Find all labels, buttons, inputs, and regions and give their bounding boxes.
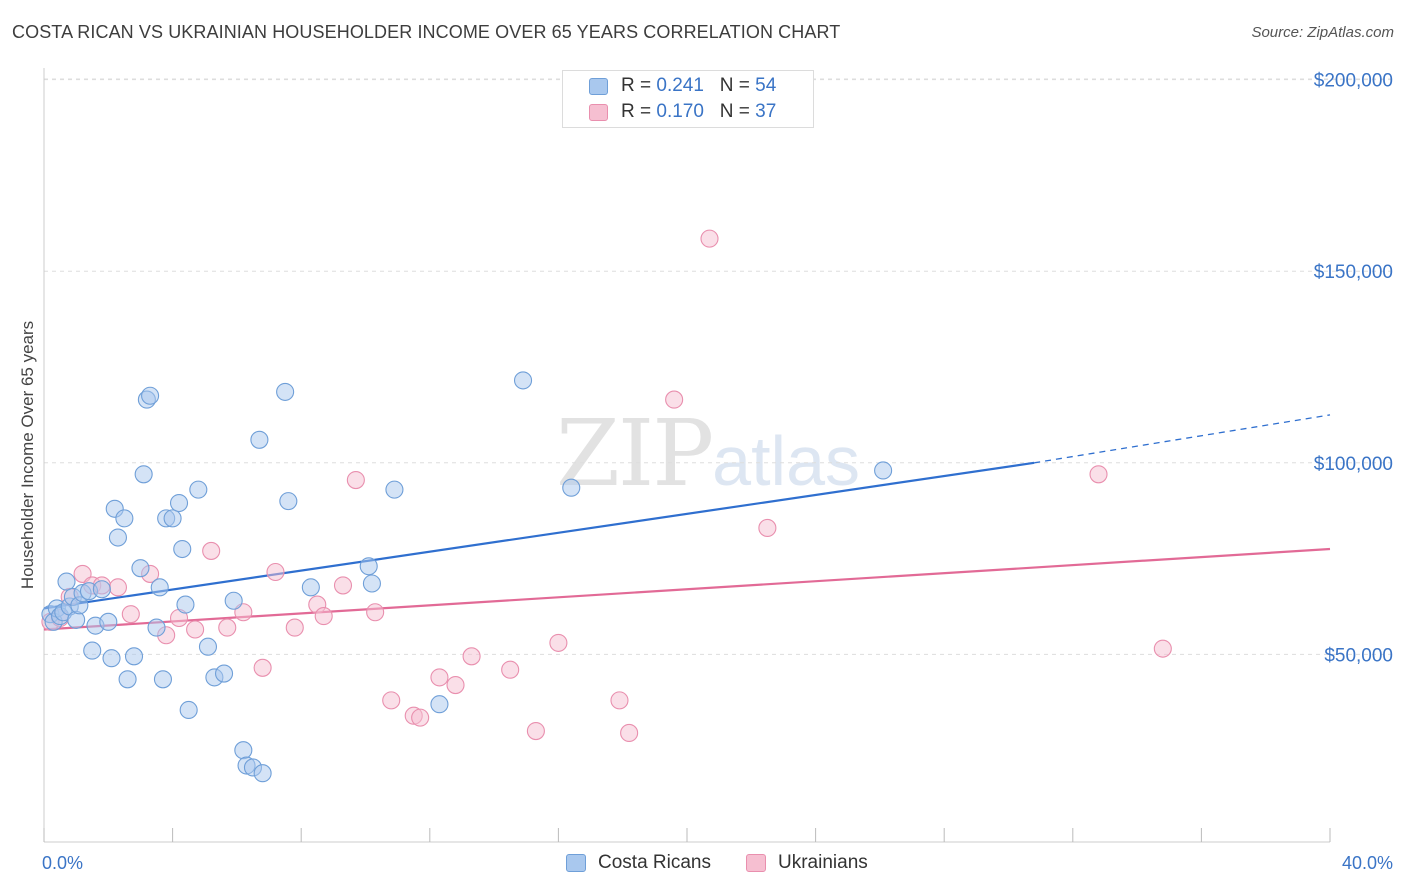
ukrainians-point <box>186 620 205 639</box>
y-tick-label: $100,000 <box>1314 454 1393 475</box>
ukrainians-point <box>411 708 430 727</box>
costa-ricans-point <box>198 637 218 656</box>
costa-ricans-point <box>134 465 153 484</box>
ukrainians-point <box>549 633 568 652</box>
costa-ricans-point <box>124 647 144 666</box>
x-tick-label: 0.0% <box>42 853 83 873</box>
costa-ricans-point <box>102 649 121 668</box>
costa-ricans-point <box>99 612 118 631</box>
axes <box>43 68 1331 843</box>
costa-ricans-point <box>92 580 111 599</box>
y-tick-label: $200,000 <box>1314 71 1393 92</box>
r-value: 0.170 <box>656 101 704 122</box>
ukrainians-point <box>1089 465 1108 484</box>
costa-ricans-point <box>234 741 253 760</box>
costa-ricans-point <box>147 618 166 637</box>
watermark: ZIPatlas <box>556 400 860 507</box>
costa-ricans-point <box>179 700 198 720</box>
legend-swatch-pink <box>746 854 766 872</box>
costa-ricans-trend-line <box>43 461 1035 610</box>
ukrainians-point <box>610 691 629 710</box>
costa-ricans-point <box>385 480 404 499</box>
legend-label: Ukrainians <box>778 852 868 873</box>
costa-ricans-point <box>169 493 189 513</box>
r-label: R = <box>621 75 657 96</box>
ukrainians-point <box>700 229 719 248</box>
costa-ricans-point <box>173 539 192 559</box>
y-tick-label: $50,000 <box>1324 645 1393 666</box>
correlation-legend: R = 0.241 N = 54 R = 0.170 N = 37 <box>562 70 814 128</box>
costa-ricans-point <box>131 559 150 578</box>
ukrainians-point <box>462 647 481 666</box>
costa-ricans-point <box>301 578 320 597</box>
ukrainians-point <box>501 660 520 679</box>
legend-swatch-pink <box>589 104 608 121</box>
costa-ricans-point <box>874 461 893 480</box>
costa-ricans-point <box>359 557 378 576</box>
r-label: R = <box>621 101 657 122</box>
costa-ricans-point <box>279 492 298 511</box>
ukrainians-point <box>333 576 353 595</box>
costa-ricans-point <box>141 386 160 405</box>
ukrainians-point <box>108 578 127 597</box>
chart-title: COSTA RICAN VS UKRAINIAN HOUSEHOLDER INC… <box>12 22 841 42</box>
n-value: 54 <box>755 75 777 96</box>
costa-ricans-point <box>163 509 182 528</box>
ukrainians-point <box>121 605 140 624</box>
ukrainians-point <box>218 618 237 637</box>
legend-swatch-blue <box>589 78 608 95</box>
ukrainians-point <box>314 607 333 626</box>
y-tick-label: $150,000 <box>1314 262 1393 283</box>
watermark-zip: ZIP <box>556 400 714 507</box>
x-tick-label: 40.0% <box>1342 853 1393 873</box>
n-label: N = <box>719 75 756 96</box>
costa-ricans-point <box>189 480 208 499</box>
ukrainians-trend-line <box>43 547 1331 631</box>
costa-ricans-point <box>150 578 169 597</box>
ukrainians-point <box>665 390 684 409</box>
legend-swatch-blue <box>566 854 586 872</box>
trend-lines <box>43 414 1331 631</box>
ukrainians-point <box>1153 639 1172 658</box>
costa-ricans-point <box>83 641 102 660</box>
ukrainians-point <box>758 518 777 537</box>
costa-ricans-point <box>108 528 127 547</box>
costa-ricans-point <box>176 595 195 614</box>
data-points <box>41 229 1172 783</box>
ukrainians-point <box>382 691 401 710</box>
costa-ricans-point <box>276 382 295 401</box>
costa-ricans-point <box>224 591 243 610</box>
ukrainians-point <box>430 668 449 687</box>
ukrainians-point <box>620 723 639 743</box>
costa-ricans-point <box>562 478 581 497</box>
ukrainians-point <box>526 721 545 741</box>
costa-ricans-point <box>513 371 533 390</box>
costa-ricans-point <box>214 664 234 683</box>
costa-ricans-point <box>362 574 381 593</box>
costa-ricans-point <box>253 764 272 783</box>
costa-ricans-point <box>115 509 134 528</box>
ukrainians-point <box>266 562 285 582</box>
ukrainians-point <box>346 470 365 490</box>
watermark-atlas: atlas <box>712 422 861 500</box>
n-label: N = <box>719 101 756 122</box>
legend-label: Costa Ricans <box>598 852 711 873</box>
costa-ricans-trend-extension <box>1034 414 1331 464</box>
costa-ricans-point <box>118 670 137 689</box>
ukrainians-point <box>366 603 385 622</box>
gridlines <box>44 78 1394 655</box>
ukrainians-point <box>253 658 272 677</box>
costa-ricans-point <box>57 572 76 591</box>
costa-ricans-point <box>250 430 269 449</box>
ukrainians-point <box>285 618 304 637</box>
tick-labels: $50,000 $100,000 $150,000 $200,000 0.0% 40.0% <box>42 71 1393 873</box>
costa-ricans-point <box>430 695 449 714</box>
n-value: 37 <box>755 101 777 122</box>
ukrainians-point <box>202 541 221 560</box>
ukrainians-point <box>446 676 465 695</box>
source-attribution: Source: ZipAtlas.com <box>1251 24 1394 41</box>
r-value: 0.241 <box>656 75 704 96</box>
costa-ricans-point <box>153 670 173 689</box>
